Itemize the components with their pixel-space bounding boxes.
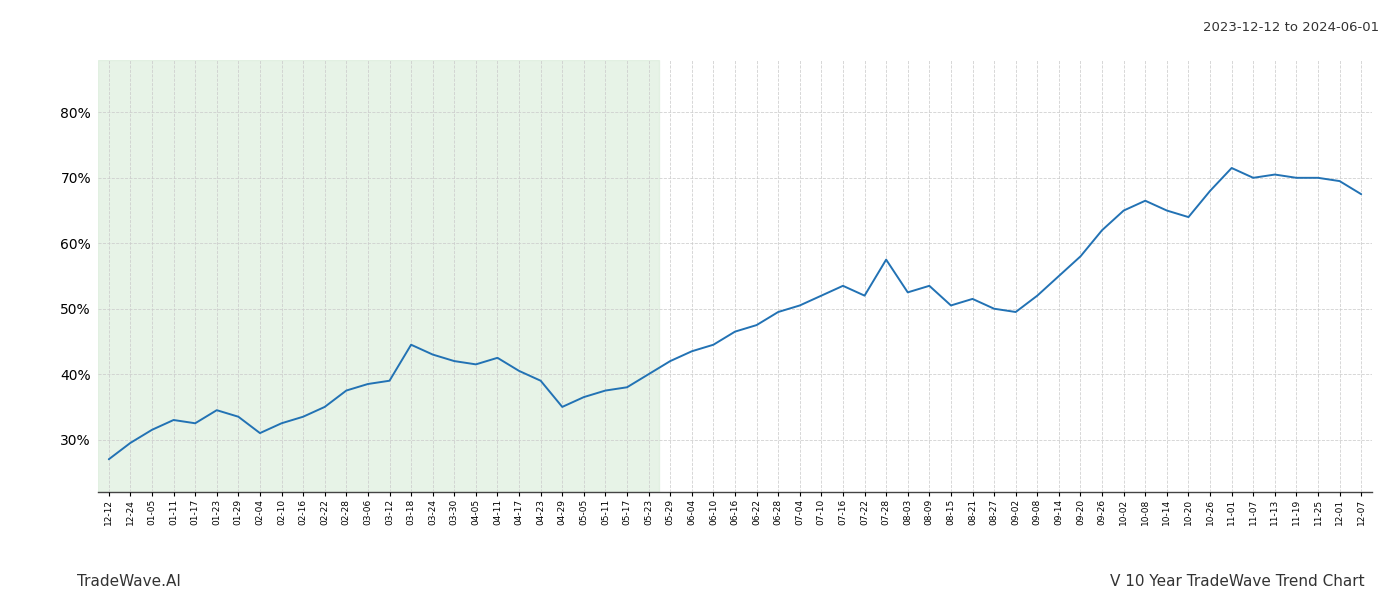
Text: 2023-12-12 to 2024-06-01: 2023-12-12 to 2024-06-01 [1203, 21, 1379, 34]
Text: V 10 Year TradeWave Trend Chart: V 10 Year TradeWave Trend Chart [1110, 574, 1365, 589]
Text: TradeWave.AI: TradeWave.AI [77, 574, 181, 589]
Bar [98, 60, 659, 492]
